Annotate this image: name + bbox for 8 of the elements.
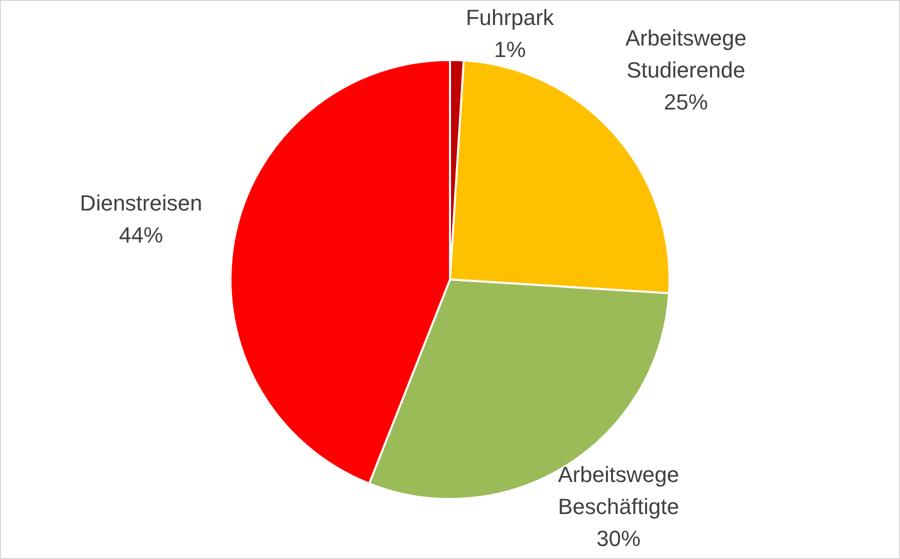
slice-label: Arbeitswege Beschäftigte <box>558 462 680 520</box>
data-label: 30% <box>596 526 641 552</box>
slice-label: Dienstreisen <box>80 190 202 216</box>
data-label: 44% <box>119 222 164 248</box>
slice-label: Fuhrpark <box>466 5 555 30</box>
data-label: 25% <box>664 90 708 115</box>
data-label: 1% <box>494 37 526 62</box>
slice-label: Arbeitswege Studierende <box>625 26 746 83</box>
